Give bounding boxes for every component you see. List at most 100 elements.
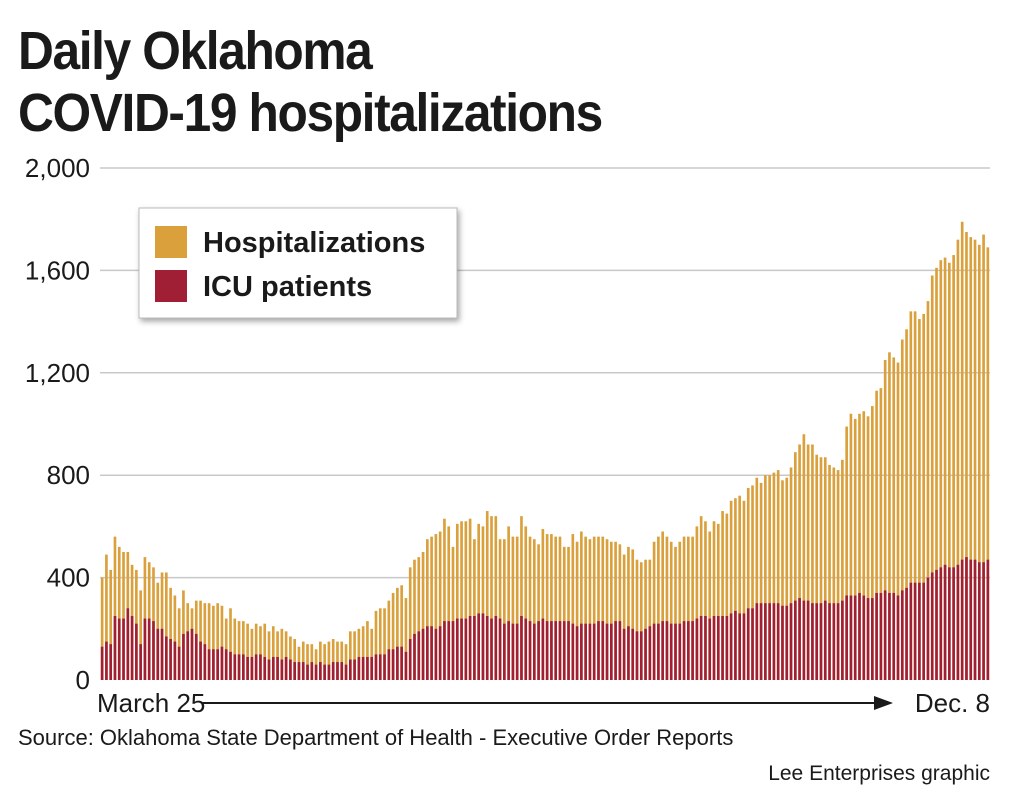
icu-patients-bar [674, 623, 677, 680]
icu-patients-bar [460, 618, 463, 680]
icu-patients-bar [841, 600, 844, 680]
hospitalizations-bar [828, 464, 831, 680]
icu-patients-bar [969, 559, 973, 680]
icu-patients-bar [173, 641, 177, 680]
icu-patients-bar [691, 621, 694, 680]
hospitalizations-bar [734, 498, 737, 680]
hospitalizations-bar [370, 628, 374, 680]
hospitalizations-bar [515, 536, 519, 680]
hospitalizations-bar [430, 536, 433, 680]
icu-patients-bar [528, 621, 532, 680]
y-tick-label: 0 [76, 665, 90, 695]
icu-patients-bar [391, 649, 395, 680]
hospitalizations-bar [293, 639, 297, 680]
icu-patients-bar [520, 616, 523, 680]
hospitalizations-bar [618, 544, 622, 680]
icu-patients-bar [250, 656, 254, 680]
hospitalizations-bar [524, 526, 528, 680]
icu-patients-bar [100, 646, 104, 680]
hospitalizations-bar [592, 536, 596, 680]
icu-patients-bar [301, 662, 305, 680]
hospitalizations-bar [562, 546, 566, 680]
icu-patients-bar [952, 567, 955, 680]
hospitalizations-bar [550, 534, 553, 680]
hospitalizations-bar [764, 475, 767, 680]
hospitalizations-bar [755, 477, 759, 680]
hospitalizations-bar [986, 247, 990, 681]
icu-patients-bar [545, 621, 549, 680]
hospitalizations-bar [657, 536, 660, 680]
hospitalizations-bar [481, 526, 485, 680]
icu-patients-bar [742, 613, 746, 680]
y-axis-tick-labels: 0 400 800 1,200 1,600 2,000 [25, 153, 90, 695]
icu-patients-bar [276, 656, 279, 680]
hospitalizations-bar [473, 539, 476, 680]
hospitalizations-bar [691, 536, 694, 680]
hospitalizations-bar [507, 526, 510, 680]
icu-patients-bar [319, 662, 322, 680]
hospitalizations-bar [455, 523, 459, 680]
icu-patients-bar [130, 616, 134, 680]
icu-patients-bar [413, 633, 416, 680]
hospitalizations-bar [541, 528, 545, 680]
hospitalizations-bar [259, 626, 262, 680]
hospitalizations-bar [879, 388, 883, 680]
hospitalizations-bar [267, 631, 271, 680]
icu-patients-bar [314, 664, 318, 680]
icu-patients-bar [687, 621, 690, 680]
x-axis-end-label: Dec. 8 [915, 688, 990, 718]
hospitalizations-bar [558, 536, 562, 680]
hospitalizations-bar [391, 592, 395, 680]
hospitalizations-bar [306, 644, 309, 680]
hospitalizations-bar [165, 572, 168, 680]
icu-patients-bar [481, 613, 485, 680]
icu-patients-bar [622, 628, 626, 680]
icu-patients-bar [575, 626, 579, 680]
icu-patients-bar [233, 654, 237, 680]
hospitalizations-bar [588, 539, 592, 680]
hospitalizations-bar [699, 516, 703, 680]
icu-patients-bar [537, 621, 540, 680]
icu-patients-bar [588, 623, 592, 680]
icu-patients-bar [267, 659, 271, 680]
icu-patients-bar [511, 623, 515, 680]
icu-patients-bar [383, 654, 386, 680]
hospitalizations-bar [237, 621, 241, 680]
hospitalizations-bar [177, 608, 181, 680]
hospitalizations-bar [776, 470, 780, 680]
hospitalizations-bar [601, 536, 605, 680]
icu-patients-bar [836, 603, 840, 680]
hospitalizations-bar [952, 255, 955, 681]
hospitalizations-bar [631, 549, 635, 680]
hospitalizations-bar [554, 536, 558, 680]
hospitalizations-bar [811, 444, 814, 680]
icu-patients-bar [798, 598, 801, 680]
icu-patients-bar [404, 651, 408, 680]
icu-patients-bar [935, 569, 938, 680]
hospitalizations-bar [494, 516, 498, 680]
icu-patients-bar [875, 592, 878, 680]
icu-patients-bar [284, 656, 288, 680]
hospitalizations-bar [704, 521, 707, 680]
icu-patients-bar [900, 590, 904, 680]
hospitalizations-bar [528, 536, 532, 680]
hospitalizations-bar [477, 523, 480, 680]
icu-patients-bar [712, 616, 716, 680]
hospitalizations-bar [614, 541, 617, 680]
icu-patients-bar [751, 608, 754, 680]
hospitalizations-bar [250, 628, 254, 680]
icu-patients-bar [725, 616, 729, 680]
hospitalizations-bar [935, 267, 938, 680]
hospitalizations-bar [930, 275, 934, 680]
hospitalizations-bar [823, 457, 827, 680]
icu-patients-bar [336, 662, 339, 680]
hospitalizations-bar [909, 311, 913, 680]
icu-patients-bar [152, 621, 155, 680]
hospitalizations-bar [383, 608, 386, 680]
hospitalizations-bar [875, 390, 878, 680]
icu-patients-bar [370, 656, 374, 680]
icu-patients-bar [126, 608, 130, 680]
hospitalizations-bar [173, 595, 177, 680]
hospitalizations-bar [819, 457, 823, 680]
